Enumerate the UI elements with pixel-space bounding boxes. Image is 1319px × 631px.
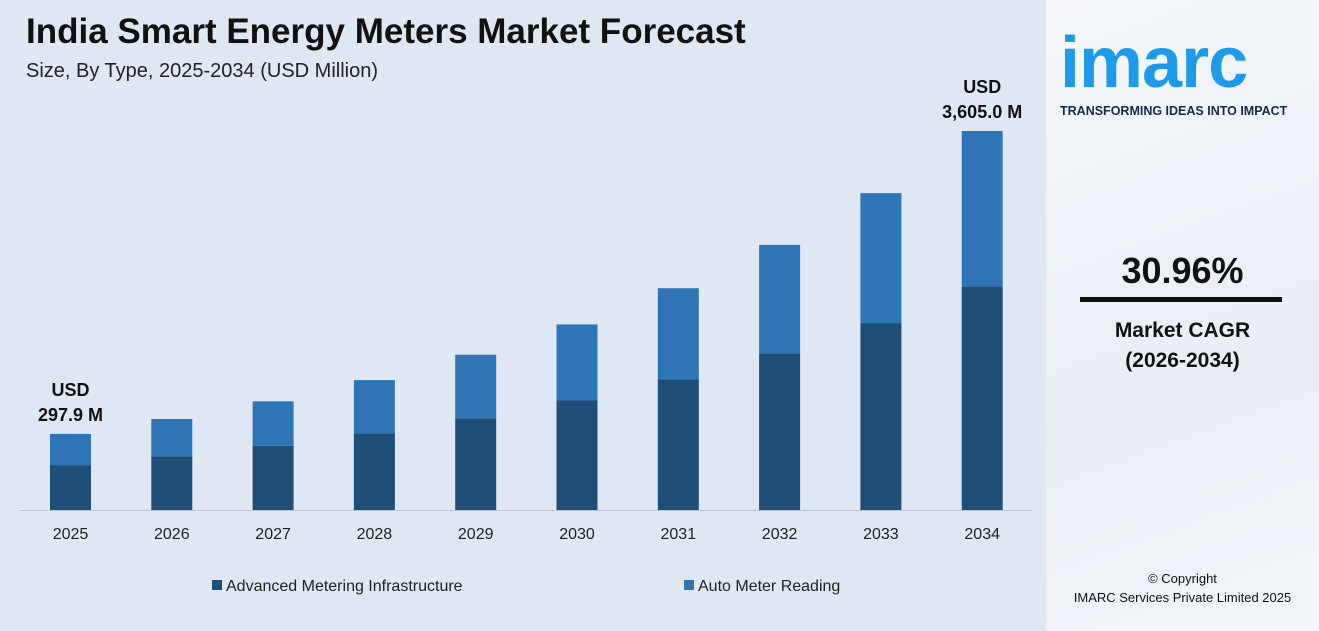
bar-amr-2032 [759, 244, 801, 354]
bar-amr-2030 [556, 324, 598, 401]
x-tick-label: 2034 [964, 526, 1000, 543]
annotation-line2: 297.9 M [38, 405, 103, 425]
bar-ami-2032 [759, 353, 801, 510]
copyright-text: © Copyright [1148, 571, 1217, 586]
annotation-line1: USD [51, 380, 89, 400]
bar-ami-2026 [151, 456, 193, 510]
x-tick-label: 2028 [357, 526, 393, 543]
chart-subtitle: Size, By Type, 2025-2034 (USD Million) [26, 60, 379, 82]
bar-amr-2025 [50, 433, 91, 466]
legend-swatch [684, 580, 694, 590]
legend-label: Auto Meter Reading [698, 578, 840, 595]
bar-ami-2025 [50, 465, 91, 510]
bar-ami-2034 [961, 286, 1003, 510]
bar-ami-2033 [860, 323, 902, 510]
x-tick-label: 2027 [255, 526, 291, 543]
side-panel: imarc TRANSFORMING IDEAS INTO IMPACT 30.… [1046, 0, 1319, 631]
bar-chart: 2025 2026 2027 2028 2029 2030 2031 2032 2033 2034… [20, 77, 1032, 595]
x-tick-label: 2030 [559, 526, 595, 543]
bar-ami-2027 [252, 445, 294, 510]
bar-ami-2029 [455, 418, 497, 510]
imarc-logo: imarc [1060, 23, 1248, 103]
divider [1080, 297, 1282, 302]
x-tick-label: 2031 [661, 526, 697, 543]
cagr-label-text: Market CAGR [1114, 319, 1251, 342]
x-tick-label: 2032 [762, 526, 798, 543]
legend-swatch [212, 580, 222, 590]
logo-tagline: TRANSFORMING IDEAS INTO IMPACT [1060, 104, 1288, 118]
bar-ami-2028 [353, 433, 395, 510]
bar-amr-2033 [860, 193, 902, 324]
x-tick-label: 2029 [458, 526, 494, 543]
x-tick-label: 2025 [53, 526, 89, 543]
bar-amr-2034 [961, 131, 1003, 287]
x-tick-label: 2026 [154, 526, 190, 543]
bar-amr-2028 [353, 380, 395, 434]
copyright: © Copyright IMARC Services Private Limite… [1046, 569, 1319, 607]
bar-amr-2031 [657, 288, 699, 380]
cagr-period: (2026-2034) [1125, 349, 1240, 372]
chart-title: India Smart Energy Meters Market Forecas… [26, 12, 746, 51]
bar-amr-2027 [252, 401, 294, 446]
company-name: IMARC Services Private Limited 2025 [1073, 590, 1292, 605]
cagr-value: 30.96% [1121, 250, 1244, 291]
bar-amr-2029 [455, 354, 497, 419]
annotation-line2: 3,605.0 M [942, 102, 1022, 122]
cagr-label: Market CAGR (2026-2034) [1046, 316, 1319, 376]
x-tick-label: 2033 [863, 526, 899, 543]
bar-ami-2030 [556, 400, 598, 510]
bar-amr-2026 [151, 419, 193, 457]
legend-label: Advanced Metering Infrastructure [226, 578, 463, 595]
annotation-line1: USD [963, 77, 1001, 97]
bar-ami-2031 [657, 379, 699, 510]
